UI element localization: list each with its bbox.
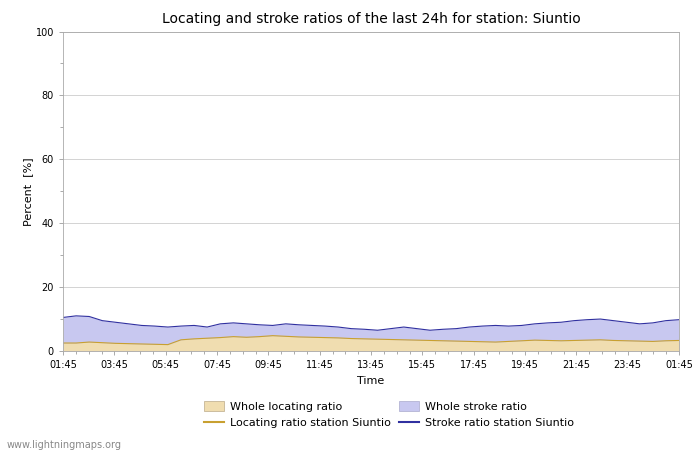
- Text: www.lightningmaps.org: www.lightningmaps.org: [7, 440, 122, 450]
- Title: Locating and stroke ratios of the last 24h for station: Siuntio: Locating and stroke ratios of the last 2…: [162, 12, 580, 26]
- Legend: Whole locating ratio, Locating ratio station Siuntio, Whole stroke ratio, Stroke: Whole locating ratio, Locating ratio sta…: [204, 401, 574, 428]
- Y-axis label: Percent  [%]: Percent [%]: [23, 157, 33, 225]
- X-axis label: Time: Time: [358, 376, 384, 386]
